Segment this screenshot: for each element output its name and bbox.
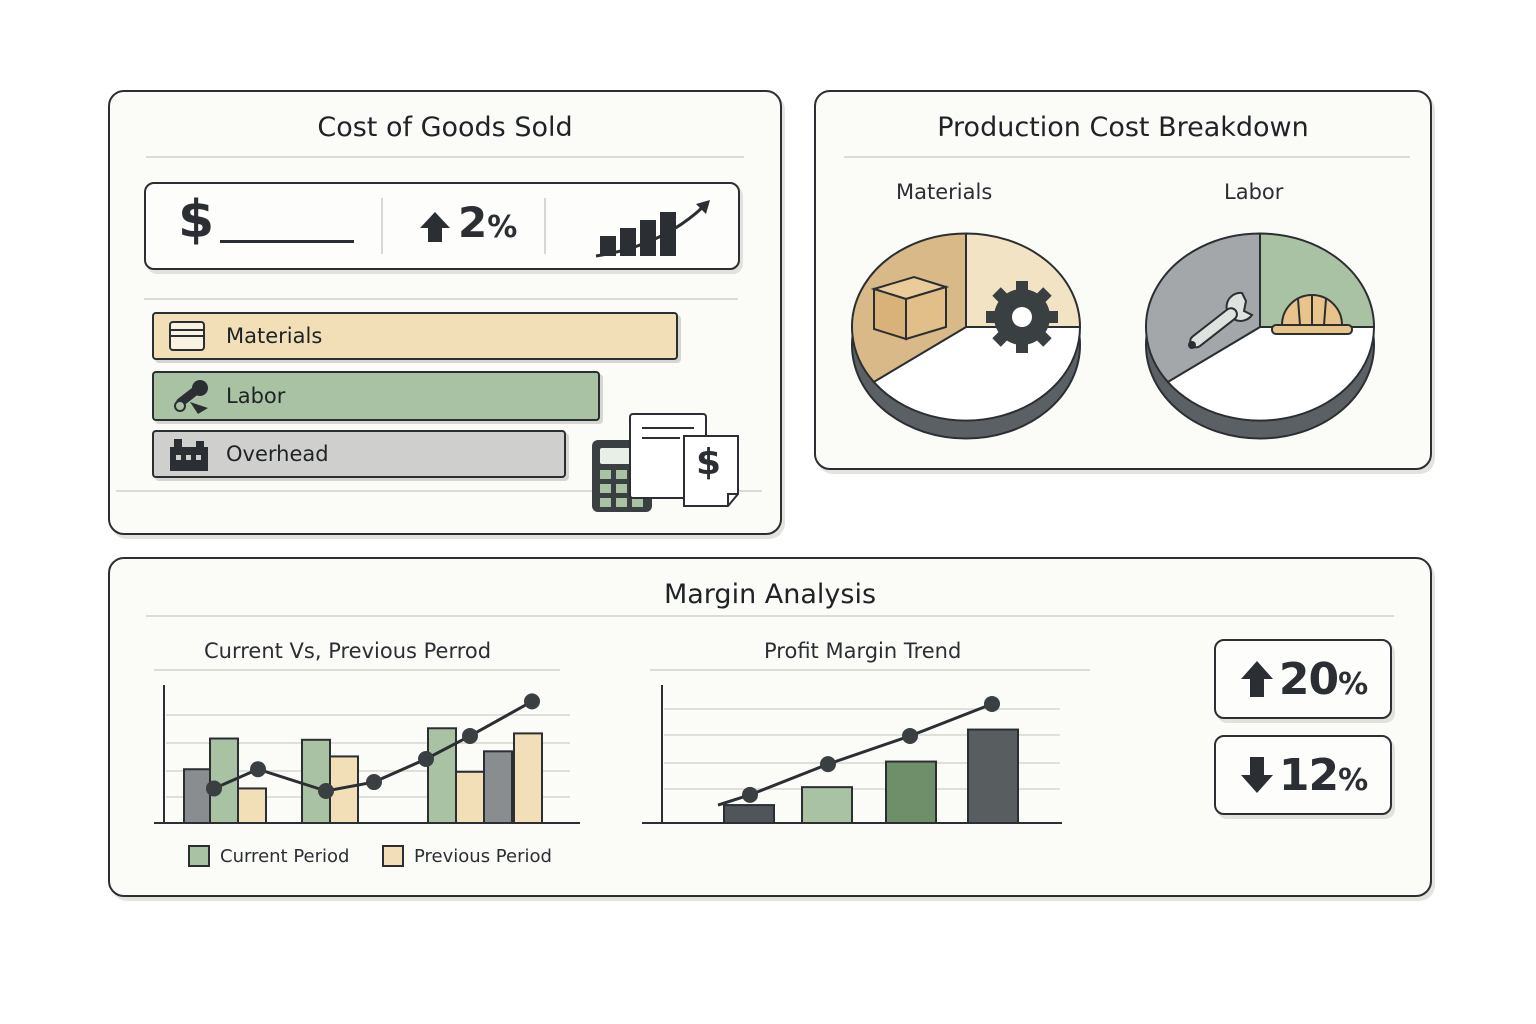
legend-previous: Previous Period [382,845,552,867]
labor-bar: Labor [152,371,600,421]
trend-point [902,727,918,744]
cogs-mid-rule [144,298,738,300]
trend-point [418,751,434,767]
trend-point [462,727,478,744]
pie-slice [1166,326,1376,422]
breakdown-panel: Production Cost Breakdown Materials Labo… [814,90,1432,470]
kpi-down-value: 12 [1278,749,1339,801]
trend-point [524,693,540,710]
overhead-label: Overhead [226,442,329,466]
gear-icon [986,281,1058,353]
cost-value-blank [220,240,354,243]
labor-label: Labor [226,384,286,408]
trend-point [742,786,758,803]
trend-point [206,780,222,797]
kpi-divider [381,198,383,254]
cogs-title-rule [146,156,744,158]
kpi-up-number: 20% [1278,653,1368,705]
bar [427,727,457,824]
bar [967,728,1019,825]
trend-line [749,702,993,797]
pie-slice [872,326,1082,422]
kpi-down-unit: % [1338,762,1368,798]
materials-pie [851,232,1082,440]
cogs-change: 2% [458,198,517,247]
box-icon [870,275,950,341]
cogs-title: Cost of Goods Sold [317,112,573,143]
kpi-up-unit: % [1338,666,1368,702]
wrench-icon [174,380,208,414]
dollar-sign: $ [178,190,215,250]
materials-pie-label: Materials [896,180,993,204]
chart1-title-rule [154,669,560,671]
trend-point [250,761,266,778]
overhead-bar: Overhead [152,430,566,478]
labor-pie-label: Labor [1224,180,1284,204]
margin-title-rule [146,615,1394,617]
cogs-change-value: 2 [458,198,488,247]
materials-label: Materials [226,324,323,348]
arrow-down-icon [1240,757,1273,793]
pie-slice [965,232,1082,328]
bar [513,732,543,824]
trend-point [820,756,836,773]
legend-previous-swatch [382,845,404,867]
kpi-down-box: 12% [1214,735,1392,815]
cogs-change-unit: % [487,210,518,245]
cogs-kpi-strip: $ 2% [144,182,740,270]
bar [237,787,267,825]
legend-current-label: Current Period [220,845,350,867]
wrench-icon [1188,291,1254,349]
breakdown-title-rule [844,156,1410,158]
factory-icon [170,439,208,471]
legend-current-swatch [188,845,210,867]
bar [455,770,485,825]
kpi-up-value: 20 [1278,653,1339,705]
kpi-down-number: 12% [1278,749,1368,801]
kpi-up-box: 20% [1214,639,1392,719]
profit-margin-trend-chart [642,685,1062,825]
bar [183,768,213,824]
hardhat-icon [1271,294,1353,335]
trend-point [318,783,334,799]
arrow-up-icon [420,212,450,242]
materials-icon [169,321,205,351]
trend-point [366,774,382,791]
bar [723,804,775,825]
kpi-divider [544,198,546,254]
pie-slice [1259,232,1376,328]
trend-point [984,695,1000,712]
growth-chart-icon [595,200,710,258]
bar [885,760,937,824]
cogs-bottom-rule [116,490,762,492]
breakdown-title: Production Cost Breakdown [937,112,1309,143]
chart2-title-rule [650,669,1090,671]
bar [301,738,331,824]
chart1-title: Current Vs, Previous Perrod [204,639,492,663]
cogs-panel: Cost of Goods Sold $ 2% Materials [108,90,782,535]
breakdown-pies [851,232,1376,440]
margin-title: Margin Analysis [663,579,877,610]
labor-pie [1145,232,1376,440]
bar [801,786,853,825]
receipt-dollar: $ [696,442,722,483]
invoice-icon [629,413,739,507]
materials-bar: Materials [152,312,678,360]
pie-slice [1145,232,1261,384]
margin-panel: Margin Analysis Current Vs, Previous Per… [108,557,1432,897]
arrow-up-icon [1240,661,1273,697]
chart2-title: Profit Margin Trend [764,639,962,663]
bar [483,750,513,824]
legend-current: Current Period [188,845,349,867]
current-vs-previous-chart [154,685,580,825]
legend-previous-label: Previous Period [414,845,552,867]
